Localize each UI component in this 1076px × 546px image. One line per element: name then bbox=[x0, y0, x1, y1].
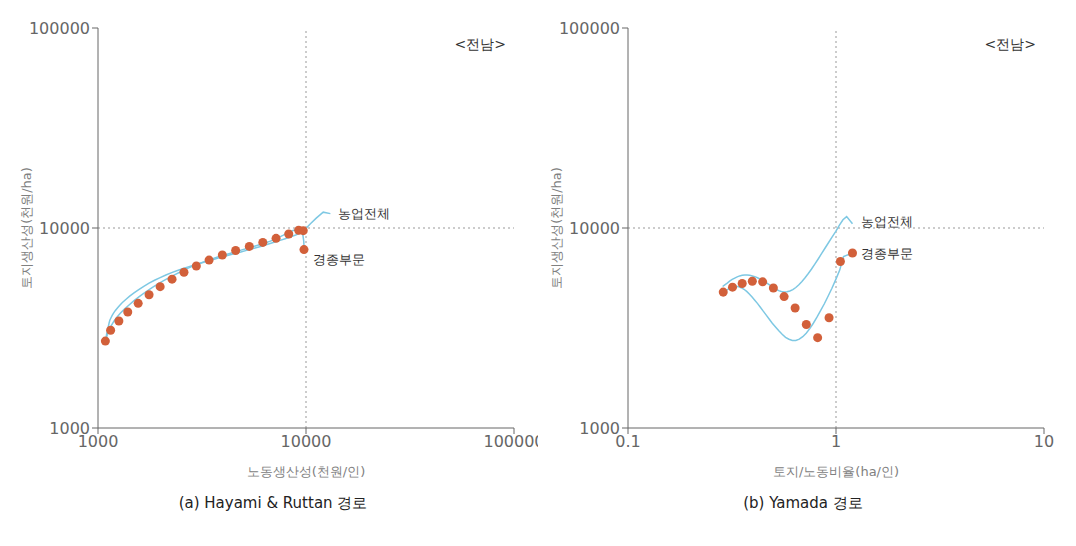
svg-text:1000: 1000 bbox=[579, 419, 620, 438]
svg-text:농업전체: 농업전체 bbox=[338, 206, 390, 221]
svg-text:토지생산성(천원/ha): 토지생산성(천원/ha) bbox=[549, 167, 564, 289]
svg-text:농업전체: 농업전체 bbox=[861, 214, 913, 229]
svg-text:1: 1 bbox=[831, 432, 841, 451]
html-text:<전남>: <전남> bbox=[454, 36, 506, 52]
svg-text:10000: 10000 bbox=[281, 432, 332, 451]
svg-text:100000: 100000 bbox=[29, 19, 90, 38]
svg-text:1000: 1000 bbox=[49, 419, 90, 438]
svg-text:토지/노동비율(ha/인): 토지/노동비율(ha/인) bbox=[773, 464, 899, 479]
svg-text:10000: 10000 bbox=[569, 219, 620, 238]
svg-text:100000: 100000 bbox=[559, 19, 620, 38]
html-text:(a) Hayami & Ruttan 경로: (a) Hayami & Ruttan 경로 bbox=[178, 494, 368, 512]
svg-text:경종부문: 경종부문 bbox=[313, 252, 365, 267]
html-text:(b) Yamada 경로: (b) Yamada 경로 bbox=[743, 494, 863, 512]
svg-text:100000: 100000 bbox=[483, 432, 538, 451]
svg-text:노동생산성(천원/인): 노동생산성(천원/인) bbox=[247, 464, 366, 479]
svg-text:경종부문: 경종부문 bbox=[861, 246, 913, 261]
html-text:<전남>: <전남> bbox=[984, 36, 1036, 52]
svg-text:10: 10 bbox=[1034, 432, 1054, 451]
svg-text:10000: 10000 bbox=[39, 219, 90, 238]
svg-text:0.1: 0.1 bbox=[615, 432, 641, 452]
svg-text:1000: 1000 bbox=[77, 432, 119, 452]
svg-text:토지생산성(천원/ha): 토지생산성(천원/ha) bbox=[19, 167, 34, 289]
